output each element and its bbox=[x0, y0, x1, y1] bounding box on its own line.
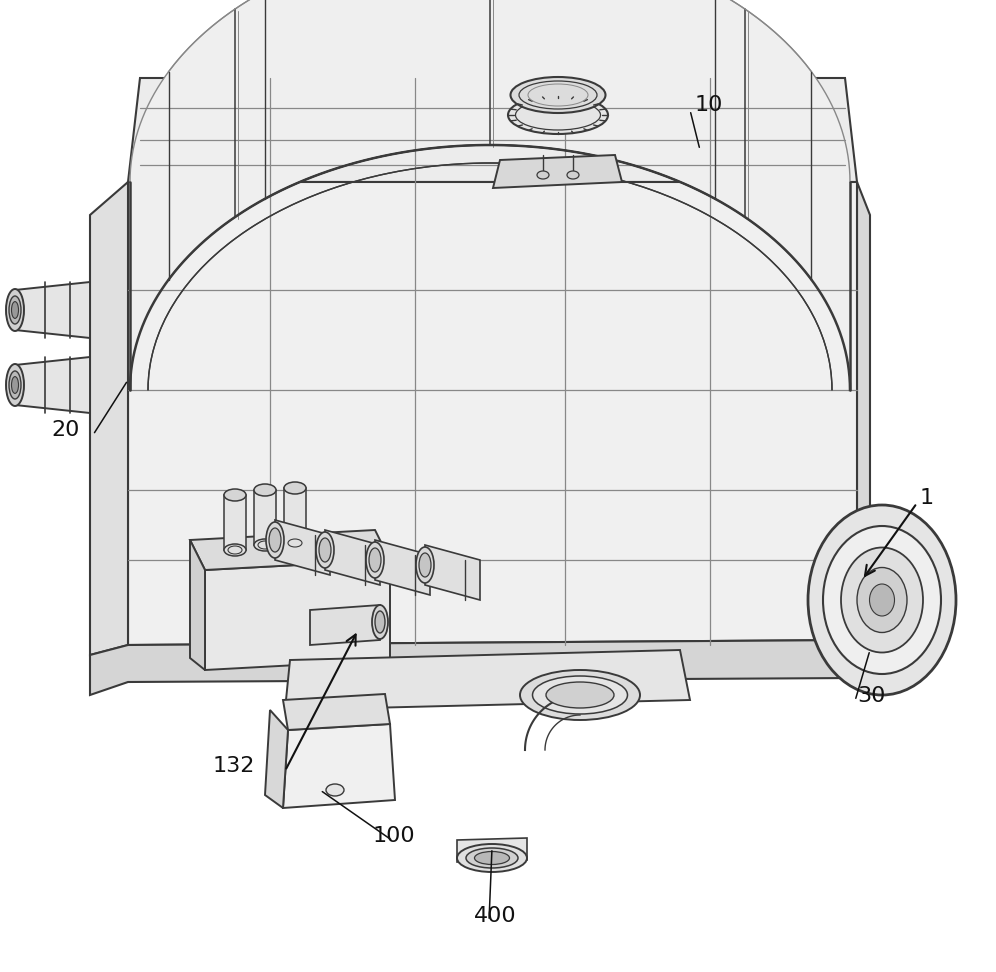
Ellipse shape bbox=[808, 505, 956, 695]
Polygon shape bbox=[190, 540, 205, 670]
Polygon shape bbox=[15, 357, 90, 413]
Polygon shape bbox=[285, 650, 690, 710]
Ellipse shape bbox=[474, 851, 510, 864]
Ellipse shape bbox=[841, 547, 923, 652]
Text: 132: 132 bbox=[212, 756, 255, 776]
Polygon shape bbox=[375, 540, 430, 595]
Ellipse shape bbox=[9, 371, 21, 399]
Polygon shape bbox=[425, 545, 480, 600]
Text: 400: 400 bbox=[474, 906, 517, 926]
Polygon shape bbox=[190, 530, 390, 570]
Polygon shape bbox=[130, 0, 850, 390]
Ellipse shape bbox=[372, 605, 388, 639]
Ellipse shape bbox=[857, 568, 907, 633]
Ellipse shape bbox=[6, 289, 24, 331]
Ellipse shape bbox=[533, 676, 627, 714]
Ellipse shape bbox=[12, 301, 19, 319]
Ellipse shape bbox=[284, 537, 306, 549]
Ellipse shape bbox=[224, 544, 246, 556]
Ellipse shape bbox=[870, 584, 894, 616]
Polygon shape bbox=[284, 488, 306, 543]
Ellipse shape bbox=[254, 484, 276, 496]
Ellipse shape bbox=[326, 784, 344, 796]
Polygon shape bbox=[310, 605, 380, 645]
Polygon shape bbox=[205, 560, 390, 670]
Ellipse shape bbox=[537, 171, 549, 179]
Ellipse shape bbox=[457, 844, 527, 872]
Ellipse shape bbox=[6, 364, 24, 406]
Ellipse shape bbox=[511, 77, 606, 113]
Ellipse shape bbox=[254, 539, 276, 551]
Ellipse shape bbox=[416, 547, 434, 583]
Ellipse shape bbox=[12, 376, 19, 394]
Ellipse shape bbox=[9, 296, 21, 324]
Polygon shape bbox=[90, 182, 128, 655]
Polygon shape bbox=[457, 838, 527, 862]
Polygon shape bbox=[493, 155, 622, 188]
Polygon shape bbox=[325, 530, 380, 585]
Ellipse shape bbox=[546, 682, 614, 708]
Polygon shape bbox=[275, 520, 330, 575]
Polygon shape bbox=[90, 640, 870, 695]
Polygon shape bbox=[283, 724, 395, 808]
Ellipse shape bbox=[224, 489, 246, 501]
Text: 1: 1 bbox=[920, 488, 934, 508]
Polygon shape bbox=[265, 710, 288, 808]
Ellipse shape bbox=[269, 528, 281, 552]
Polygon shape bbox=[857, 182, 870, 655]
Ellipse shape bbox=[369, 548, 381, 572]
Ellipse shape bbox=[823, 526, 941, 674]
Polygon shape bbox=[128, 182, 857, 645]
Ellipse shape bbox=[567, 171, 579, 179]
Polygon shape bbox=[224, 495, 246, 550]
Ellipse shape bbox=[266, 522, 284, 558]
Text: 30: 30 bbox=[857, 686, 885, 706]
Text: 20: 20 bbox=[52, 420, 80, 440]
Ellipse shape bbox=[316, 532, 334, 568]
Polygon shape bbox=[15, 282, 90, 338]
Text: 10: 10 bbox=[695, 95, 723, 115]
Ellipse shape bbox=[419, 553, 431, 577]
Polygon shape bbox=[254, 490, 276, 545]
Ellipse shape bbox=[520, 670, 640, 720]
Polygon shape bbox=[283, 694, 390, 730]
Polygon shape bbox=[128, 78, 857, 182]
Polygon shape bbox=[857, 545, 882, 648]
Text: 100: 100 bbox=[373, 826, 415, 846]
Ellipse shape bbox=[375, 611, 385, 633]
Ellipse shape bbox=[284, 482, 306, 494]
Ellipse shape bbox=[319, 538, 331, 562]
Ellipse shape bbox=[508, 96, 608, 134]
Ellipse shape bbox=[366, 542, 384, 578]
Ellipse shape bbox=[466, 848, 518, 868]
